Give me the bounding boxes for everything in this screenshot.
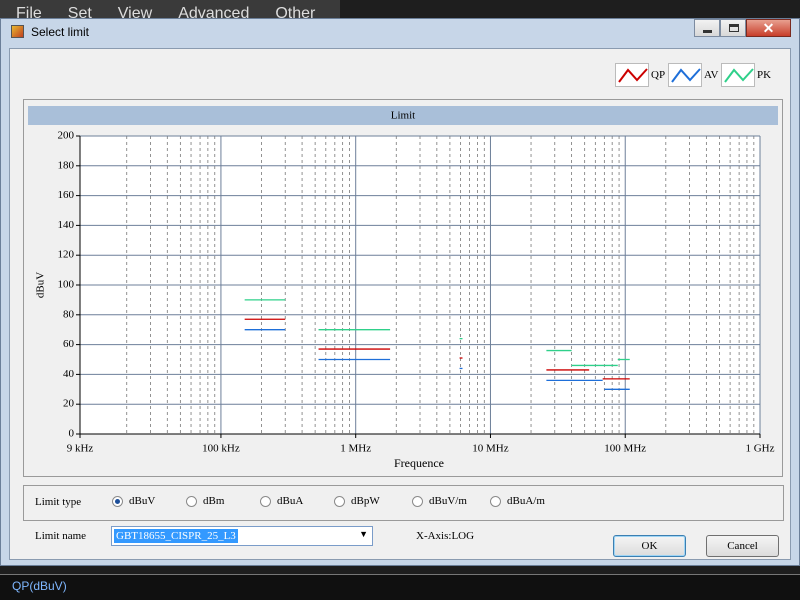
- radio-button: [412, 495, 423, 507]
- legend: QP AV PK: [615, 63, 785, 87]
- legend-label: QP: [651, 69, 666, 81]
- legend-line: [671, 68, 701, 83]
- legend-swatch: [668, 63, 702, 87]
- limit-name-label: Limit name: [35, 530, 87, 542]
- legend-item: AV: [668, 63, 720, 87]
- radio-button: [490, 495, 501, 507]
- cancel-button[interactable]: Cancel: [706, 535, 779, 557]
- close-button[interactable]: ✕: [746, 19, 791, 37]
- maximize-button[interactable]: [720, 19, 746, 37]
- radio-option[interactable]: dBuA: [260, 495, 303, 507]
- radio-button: [334, 495, 345, 507]
- y-tick-label: 20: [63, 398, 75, 410]
- window-title: Select limit: [31, 25, 90, 39]
- chart-panel: Limit 0 20 40 60 80 100 120 140 160 180 200 9 kHz 100…: [23, 99, 783, 477]
- y-tick-label: 80: [63, 308, 75, 320]
- legend-line: [724, 68, 754, 83]
- menu-item[interactable]: Advanced: [178, 5, 250, 22]
- radio-label: dBuV: [129, 495, 156, 507]
- legend-swatch: [721, 63, 755, 87]
- legend-label: PK: [757, 69, 772, 81]
- y-tick-label: 40: [63, 368, 75, 380]
- radio-option[interactable]: dBuV/m: [412, 495, 467, 507]
- x-tick-label: 1 MHz: [340, 443, 371, 455]
- x-tick-label: 9 kHz: [67, 443, 94, 455]
- legend-label: AV: [704, 69, 719, 81]
- legend-item: PK: [721, 63, 773, 87]
- legend-line: [618, 68, 648, 83]
- radio-option[interactable]: dBm: [186, 495, 224, 507]
- status-strip: QP(dBuV): [0, 574, 800, 600]
- menu-item[interactable]: Set: [67, 5, 92, 22]
- radio-label: dBuV/m: [429, 495, 467, 507]
- y-tick-label: 140: [58, 219, 75, 231]
- axis-info: X-Axis:LOG: [416, 530, 475, 542]
- radio-option[interactable]: dBuV: [112, 495, 155, 507]
- combo-arrow: ▼: [359, 529, 368, 539]
- radio-option[interactable]: dBpW: [334, 495, 380, 507]
- y-tick-label: 100: [58, 279, 75, 291]
- legend-swatch: [615, 63, 649, 87]
- chart: Limit 0 20 40 60 80 100 120 140 160 180 200 9 kHz 100…: [28, 106, 778, 470]
- dialog-body: QP AV PK Limit 0 20 40 60 80 100 120 140 160 180 200 9…: [9, 48, 791, 560]
- y-tick-label: 0: [69, 428, 75, 440]
- app-icon: [11, 25, 24, 38]
- x-tick-label: 10 MHz: [472, 443, 508, 455]
- legend-item: QP: [615, 63, 667, 87]
- limit-type-group: Limit type dBuV dBm dBuA dBpW dBuV/m dBuA/m: [23, 485, 784, 521]
- menu-item[interactable]: File: [16, 5, 42, 22]
- y-tick-label: 60: [63, 338, 75, 350]
- chart-title: Limit: [391, 110, 415, 122]
- radio-label: dBm: [203, 495, 225, 507]
- menu-item[interactable]: View: [117, 5, 153, 22]
- ok-button[interactable]: OK: [613, 535, 686, 557]
- minimize-button[interactable]: [694, 19, 720, 37]
- x-axis-label: Frequence: [394, 456, 444, 470]
- x-tick-label: 100 kHz: [202, 443, 240, 455]
- y-axis-label: dBuV: [35, 272, 47, 298]
- y-tick-label: 200: [58, 130, 75, 142]
- x-tick-label: 1 GHz: [745, 443, 774, 455]
- limit-type-label: Limit type: [35, 496, 82, 508]
- title-bar: [28, 106, 778, 125]
- title-bar: Select limit ✕: [1, 19, 799, 45]
- menu-bar: File Set View Advanced Other: [0, 0, 340, 22]
- radio-button: [112, 495, 123, 507]
- menu-item[interactable]: Other: [275, 5, 316, 22]
- radio-button: [186, 495, 197, 507]
- dialog: Select limit ✕ QP AV PK Limit 0 20 40 60 80 100 1…: [0, 18, 800, 566]
- radio-label: dBpW: [351, 495, 380, 507]
- y-tick-label: 160: [58, 189, 75, 201]
- status-label: QP(dBuV): [12, 579, 67, 593]
- y-tick-label: 180: [58, 159, 75, 171]
- radio-label: dBuA/m: [507, 495, 545, 507]
- radio-button: [260, 495, 271, 507]
- combo-value: GBT18655_CISPR_25_L3: [114, 529, 238, 543]
- limit-name-combo[interactable]: GBT18655_CISPR_25_L3 ▼: [111, 526, 373, 546]
- x-tick-label: 100 MHz: [604, 443, 646, 455]
- radio-label: dBuA: [277, 495, 304, 507]
- radio-option[interactable]: dBuA/m: [490, 495, 545, 507]
- y-tick-label: 120: [58, 249, 75, 261]
